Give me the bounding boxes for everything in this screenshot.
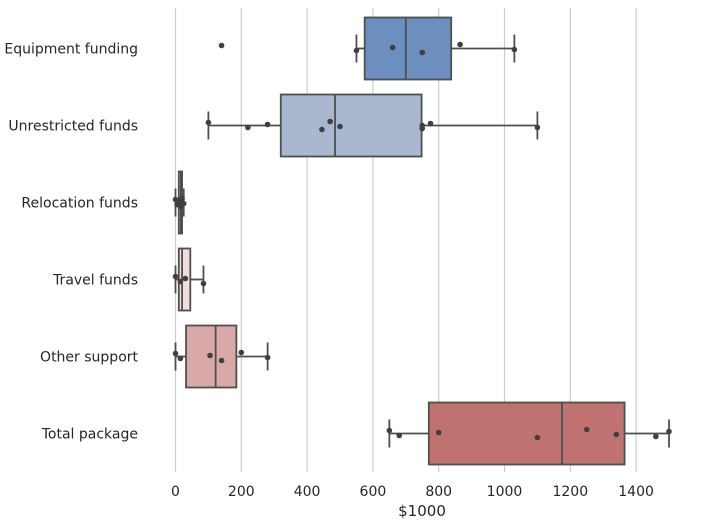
data-point	[177, 202, 184, 209]
data-point	[182, 275, 189, 282]
data-point	[534, 124, 541, 131]
x-tick-labels: 0 200 400 600 800 1000 1200 1400	[171, 484, 654, 500]
box-iqr	[279, 93, 423, 158]
category-label: Other support	[40, 350, 138, 366]
data-point	[264, 354, 271, 361]
category-label: Total package	[41, 427, 138, 443]
data-point	[511, 46, 518, 53]
boxes	[174, 16, 670, 466]
grid-lines	[174, 8, 637, 472]
x-tick-label: 1200	[552, 484, 588, 500]
data-point	[337, 123, 343, 130]
box-iqr	[427, 401, 626, 466]
data-point	[427, 120, 434, 127]
x-tick-label: 200	[228, 484, 255, 500]
data-point	[177, 278, 184, 285]
x-axis-title: $1000	[398, 502, 446, 520]
data-point	[172, 350, 179, 357]
x-tick-label: 1400	[618, 484, 654, 500]
x-tick-label: 400	[294, 484, 321, 500]
data-point	[457, 41, 463, 48]
data-point	[218, 42, 225, 49]
x-tick-label: 800	[425, 484, 452, 500]
data-point	[172, 273, 179, 280]
x-tick-label: 0	[171, 484, 180, 500]
category-label: Travel funds	[52, 273, 138, 289]
data-point	[207, 352, 213, 359]
x-tick-label: 1000	[487, 484, 523, 500]
data-point	[238, 349, 245, 356]
data-point	[583, 426, 590, 433]
x-tick-label: 600	[360, 484, 387, 500]
data-point	[245, 124, 251, 131]
data-point	[653, 433, 659, 440]
category-label: Relocation funds	[21, 196, 138, 212]
category-label: Unrestricted funds	[8, 119, 138, 135]
data-point	[353, 47, 360, 54]
box-group	[388, 401, 670, 466]
data-point	[613, 431, 620, 438]
data-point	[435, 429, 442, 436]
data-point	[389, 44, 396, 51]
data-point	[264, 121, 271, 128]
data-point	[419, 122, 426, 129]
data-point	[534, 434, 541, 441]
category-label: Equipment funding	[4, 42, 138, 58]
data-point	[175, 197, 182, 204]
data-point	[205, 119, 212, 126]
data-point	[319, 126, 325, 133]
category-labels: Equipment funding Unrestricted funds Reloc…	[4, 42, 138, 443]
data-point	[218, 357, 225, 364]
data-point	[177, 355, 184, 362]
strip-points	[172, 41, 672, 441]
data-point	[200, 280, 207, 287]
data-point	[666, 428, 672, 435]
box-iqr	[363, 16, 453, 81]
box-group	[355, 16, 516, 81]
data-point	[396, 432, 403, 439]
data-point	[327, 118, 333, 125]
box-group	[174, 324, 269, 389]
data-point	[386, 427, 393, 434]
box-group	[207, 93, 539, 158]
data-point	[419, 49, 426, 56]
